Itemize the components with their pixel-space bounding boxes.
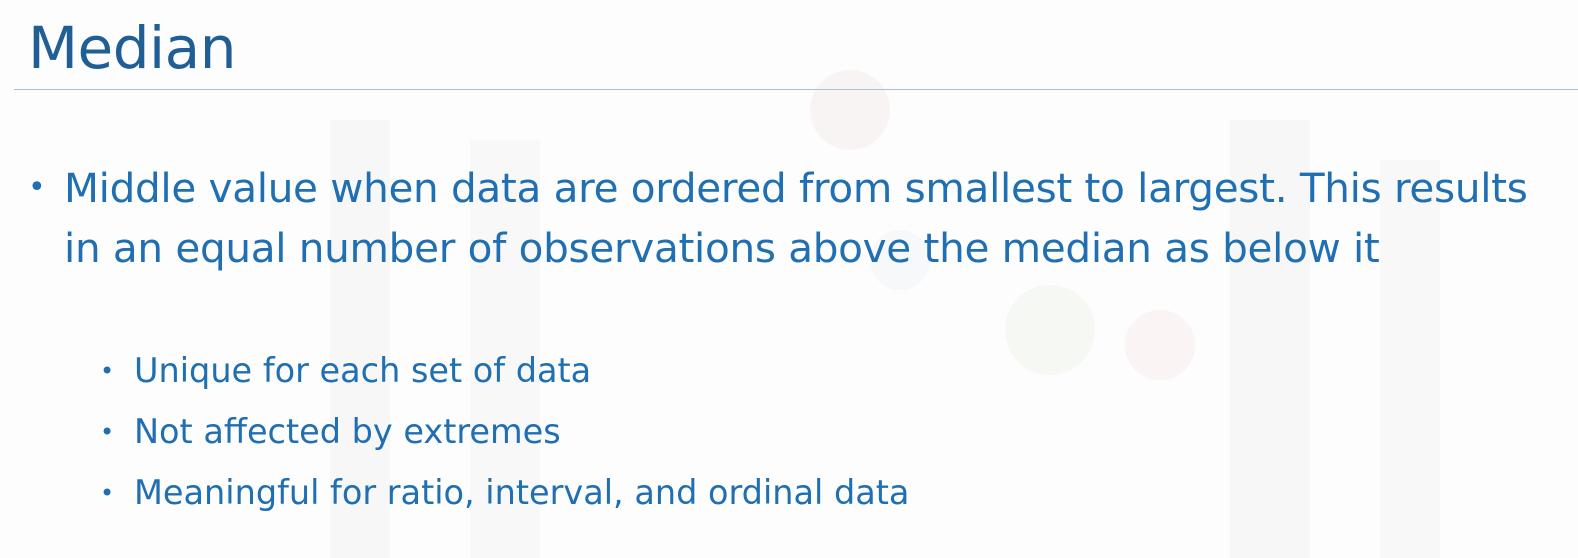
sub-bullet-marker: • bbox=[100, 479, 115, 507]
sub-bullet-text: Not affected by extremes bbox=[134, 412, 561, 451]
sub-bullet-text: Unique for each set of data bbox=[134, 351, 592, 390]
sub-bullet-item: • Unique for each set of data bbox=[100, 346, 1300, 396]
title-divider bbox=[14, 89, 1578, 90]
sub-bullet-marker: • bbox=[100, 357, 115, 385]
bullet-text: Middle value when data are ordered from … bbox=[64, 164, 1528, 272]
sub-bullet-marker: • bbox=[100, 418, 115, 446]
bullet-marker: • bbox=[28, 170, 46, 205]
sub-bullet-text: Meaningful for ratio, interval, and ordi… bbox=[134, 473, 910, 512]
sub-bullet-item: • Not affected by extremes bbox=[100, 407, 1300, 457]
slide-title: Median bbox=[28, 14, 236, 82]
sub-bullet-item: • Meaningful for ratio, interval, and or… bbox=[100, 468, 1300, 518]
